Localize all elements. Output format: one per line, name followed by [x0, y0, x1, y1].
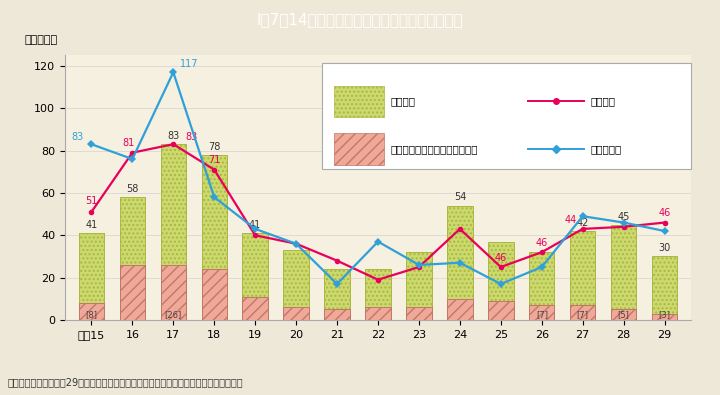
Bar — [570, 231, 595, 320]
Text: [8]: [8] — [86, 310, 97, 319]
FancyBboxPatch shape — [334, 133, 384, 165]
Bar — [325, 309, 350, 320]
Text: I－7－14図　人身取引事犯の検挙状況等の推移: I－7－14図 人身取引事犯の検挙状況等の推移 — [256, 12, 464, 27]
Bar — [365, 307, 391, 320]
Text: [26]: [26] — [165, 310, 182, 319]
Bar — [406, 252, 431, 320]
Text: 42: 42 — [577, 218, 589, 228]
Bar — [529, 252, 554, 320]
Bar — [529, 305, 554, 320]
Bar — [78, 233, 104, 320]
Text: 54: 54 — [454, 192, 466, 203]
Bar — [161, 144, 186, 320]
Text: 83: 83 — [71, 132, 84, 142]
Text: （備考）警察庁「平成29年中における人身取引事犯の検挙状況等について」より作成。: （備考）警察庁「平成29年中における人身取引事犯の検挙状況等について」より作成。 — [7, 377, 243, 387]
Bar — [284, 250, 309, 320]
Bar — [284, 307, 309, 320]
Text: [3]: [3] — [659, 310, 670, 319]
Text: 51: 51 — [85, 196, 98, 206]
Bar — [611, 225, 636, 320]
Text: 検挙件数: 検挙件数 — [590, 96, 616, 107]
FancyBboxPatch shape — [334, 86, 384, 117]
Bar — [120, 197, 145, 320]
Text: 117: 117 — [181, 59, 199, 69]
Text: 58: 58 — [126, 184, 138, 194]
Text: [5]: [5] — [618, 310, 629, 319]
Bar — [447, 206, 472, 320]
Text: 46: 46 — [495, 253, 507, 263]
FancyBboxPatch shape — [322, 63, 691, 169]
Text: [7]: [7] — [536, 310, 548, 319]
Text: 46: 46 — [536, 238, 548, 248]
Bar — [611, 309, 636, 320]
Bar — [161, 265, 186, 320]
Text: 41: 41 — [85, 220, 97, 230]
Text: 46: 46 — [659, 208, 671, 218]
Bar — [120, 265, 145, 320]
Bar — [202, 155, 227, 320]
Text: 71: 71 — [208, 155, 220, 166]
Bar — [243, 297, 268, 320]
Bar — [365, 269, 391, 320]
Text: 検挙人員（うちブローカー数）: 検挙人員（うちブローカー数） — [390, 144, 478, 154]
Bar — [652, 314, 678, 320]
Bar — [202, 269, 227, 320]
Bar — [243, 233, 268, 320]
Bar — [78, 303, 104, 320]
Text: 83: 83 — [167, 131, 179, 141]
Text: [7]: [7] — [577, 310, 589, 319]
Bar — [488, 301, 513, 320]
Text: 44: 44 — [564, 214, 577, 225]
Bar — [570, 305, 595, 320]
Text: 被害者総数: 被害者総数 — [590, 144, 622, 154]
Bar — [406, 307, 431, 320]
Bar — [652, 256, 678, 320]
Text: 83: 83 — [186, 132, 198, 142]
Text: 45: 45 — [618, 211, 630, 222]
Text: 81: 81 — [122, 139, 135, 149]
Bar — [447, 299, 472, 320]
Text: 検挙人員: 検挙人員 — [390, 96, 415, 107]
Text: 78: 78 — [208, 142, 220, 152]
Text: 30: 30 — [659, 243, 671, 253]
Bar — [488, 242, 513, 320]
Text: 41: 41 — [249, 220, 261, 230]
Bar — [325, 269, 350, 320]
Text: （件，人）: （件，人） — [24, 35, 57, 45]
